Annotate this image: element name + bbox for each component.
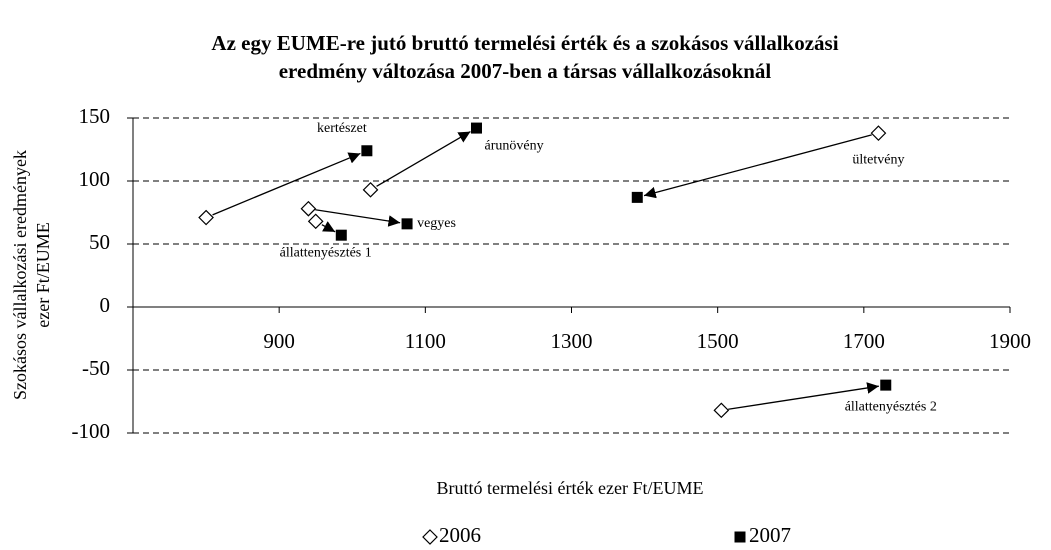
x-tick-label: 1100: [405, 329, 446, 353]
point-label: vegyes: [417, 216, 456, 231]
change-arrow: [643, 134, 872, 199]
change-arrow: [321, 221, 336, 233]
y-tick-label: 50: [89, 230, 110, 254]
legend-label: 2006: [439, 523, 481, 547]
x-tick-label: 1500: [697, 329, 739, 353]
change-arrow: [376, 131, 471, 187]
chart-title: eredmény változása 2007-ben a társas vál…: [279, 59, 772, 83]
chart-title: Az egy EUME-re jutó bruttó termelési ért…: [211, 31, 838, 55]
y-axis-title: Szokásos vállalkozási eredmények: [10, 150, 30, 400]
y-tick-label: 150: [79, 104, 111, 128]
point-2007: [361, 145, 373, 157]
point-label: állattenyésztés 1: [280, 246, 372, 261]
y-tick-label: 0: [100, 293, 111, 317]
point-2006: [198, 209, 214, 226]
point-2006: [713, 402, 730, 419]
point-2006: [307, 213, 324, 230]
point-label: ültetvény: [852, 152, 904, 167]
x-tick-label: 1300: [551, 329, 593, 353]
point-label: állattenyésztés 2: [845, 399, 937, 414]
change-arrow: [728, 382, 879, 410]
point-2006: [362, 181, 379, 198]
legend-marker: [734, 531, 746, 543]
x-tick-label: 1900: [989, 329, 1031, 353]
y-tick-label: -50: [82, 356, 110, 380]
legend-label: 2007: [749, 523, 791, 547]
y-tick-label: -100: [72, 419, 111, 443]
y-axis-title: ezer Ft/EUME: [33, 222, 53, 327]
y-tick-label: 100: [79, 167, 111, 191]
point-2007: [880, 379, 892, 391]
x-tick-label: 900: [263, 329, 295, 353]
point-2007: [401, 218, 413, 230]
legend-marker: [422, 529, 438, 545]
point-label: kertészet: [317, 121, 367, 136]
point-2007: [631, 191, 643, 203]
change-arrow: [212, 152, 361, 216]
point-label: árunövény: [484, 138, 543, 153]
x-axis-title: Bruttó termelési érték ezer Ft/EUME: [437, 478, 704, 498]
x-tick-label: 1700: [843, 329, 885, 353]
point-2006: [870, 125, 887, 141]
point-2007: [335, 229, 347, 241]
point-2007: [470, 122, 482, 134]
change-arrow: [315, 209, 401, 227]
point-2006: [300, 200, 317, 217]
